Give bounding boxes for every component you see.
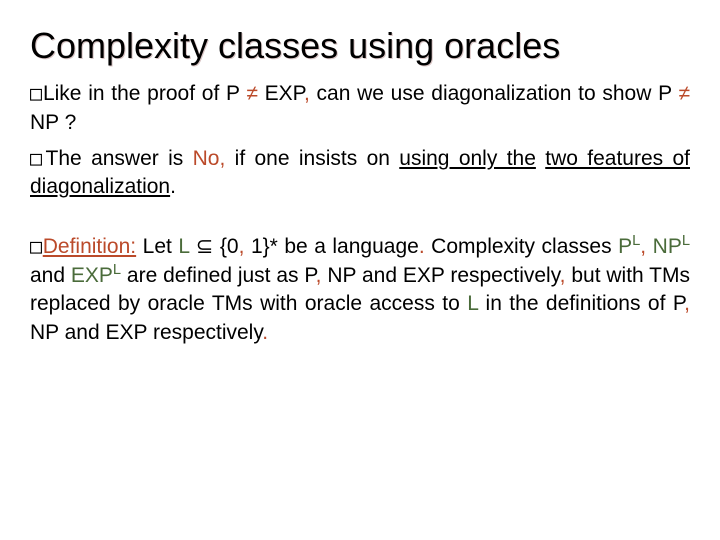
p3-comma5: , xyxy=(684,292,690,315)
p3-sub2: 1}* be a language xyxy=(244,235,418,258)
p2-text3 xyxy=(536,147,545,170)
PL-class: PL xyxy=(618,235,640,258)
bullet-icon: □ xyxy=(30,81,43,105)
NPL-class: NPL xyxy=(653,235,690,258)
p3-t6: in the definitions of P xyxy=(478,292,684,315)
p3-t2: Complexity classes xyxy=(425,235,618,258)
neq-symbol-1: ≠ xyxy=(246,82,258,105)
p3-period2: . xyxy=(262,321,268,344)
EXPL-class: EXPL xyxy=(71,264,121,287)
definition-label: Definition: xyxy=(43,235,136,258)
p3-and1: and xyxy=(30,264,71,287)
slide-title: Complexity classes using oracles xyxy=(30,25,690,66)
p1-text2: EXP xyxy=(258,82,304,105)
p3-t7: NP and EXP respectively xyxy=(30,321,262,344)
p3-t1: Let xyxy=(136,235,178,258)
p2-text1: The answer is xyxy=(46,147,193,170)
L-var-1: L xyxy=(178,235,189,258)
p3-t4: NP and EXP respectively xyxy=(322,264,560,287)
p2-und1: using only the xyxy=(399,147,536,170)
paragraph-3: □Definition: Let L ⊆ {0, 1}* be a langua… xyxy=(30,232,690,347)
p2-period: . xyxy=(170,175,176,198)
paragraph-2: □The answer is No, if one insists on usi… xyxy=(30,145,690,202)
p1-text1: Like in the proof of P xyxy=(43,82,246,105)
neq-symbol-2: ≠ xyxy=(678,82,690,105)
p3-t3: are defined just as P xyxy=(121,264,316,287)
p3-sub: ⊆ {0 xyxy=(189,235,238,258)
bullet-icon: □ xyxy=(30,146,46,170)
paragraph-1: □Like in the proof of P ≠ EXP, can we us… xyxy=(30,80,690,137)
bullet-icon: □ xyxy=(30,234,43,258)
p1-text4: NP ? xyxy=(30,111,76,134)
gap xyxy=(30,210,690,232)
p1-text3: can we use diagonalization to show P xyxy=(310,82,679,105)
no-word: No xyxy=(193,147,220,170)
p2-text2: if one insists on xyxy=(225,147,399,170)
L-var-2: L xyxy=(467,292,478,315)
